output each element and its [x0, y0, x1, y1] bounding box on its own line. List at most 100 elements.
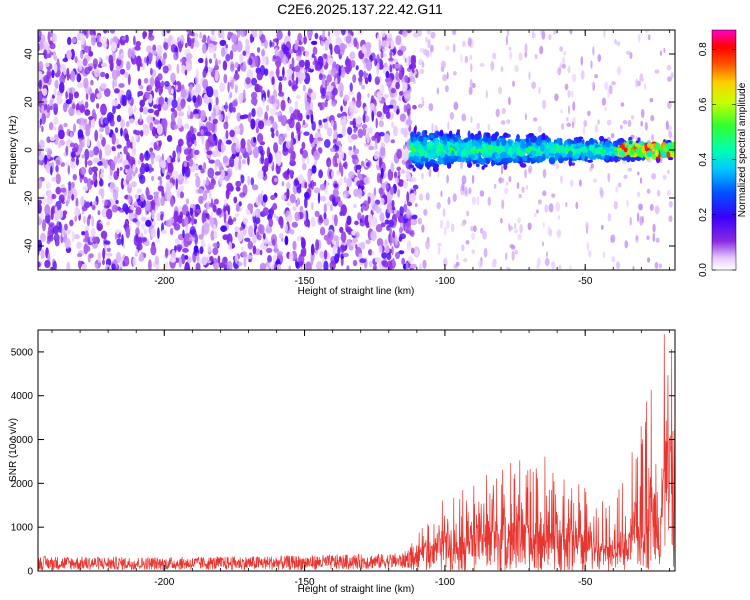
heatmap-cell — [270, 194, 276, 201]
heatmap-cell — [405, 172, 411, 180]
heatmap-cell — [65, 145, 69, 156]
heatmap-cell — [112, 105, 116, 114]
heatmap-cell — [446, 174, 449, 184]
heatmap-cell — [288, 265, 291, 270]
heatmap-cell — [184, 42, 188, 49]
heatmap-cell — [408, 164, 415, 168]
heatmap-cell — [83, 238, 87, 243]
heatmap-cell — [206, 176, 209, 187]
heatmap-cell — [569, 179, 574, 187]
heatmap-cell — [148, 259, 152, 270]
heatmap-cell — [570, 162, 576, 166]
heatmap-cell — [355, 159, 359, 164]
heatmap-cell — [371, 135, 376, 141]
heatmap-cell — [597, 119, 600, 125]
spectrogram-heatmap — [38, 30, 675, 270]
heatmap-cell — [115, 138, 120, 145]
heatmap-cell — [66, 49, 72, 60]
heatmap-cell — [280, 99, 286, 112]
heatmap-cell — [70, 131, 73, 138]
heatmap-cell — [380, 197, 385, 206]
heatmap-cell — [284, 223, 289, 232]
heatmap-cell — [57, 209, 63, 219]
heatmap-cell — [394, 58, 398, 63]
heatmap-cell — [571, 73, 577, 82]
heatmap-cell — [353, 127, 357, 133]
heatmap-cell — [369, 102, 375, 110]
heatmap-cell — [333, 30, 341, 37]
heatmap-cell — [48, 122, 54, 131]
heatmap-cell — [501, 199, 505, 210]
heatmap-cell — [91, 215, 94, 227]
heatmap-cell — [81, 154, 86, 159]
heatmap-cell — [437, 242, 442, 247]
heatmap-cell — [189, 226, 196, 236]
heatmap-cell — [355, 99, 362, 108]
heatmap-cell — [561, 64, 566, 69]
heatmap-cell — [49, 105, 53, 111]
heatmap-cell — [396, 108, 400, 115]
heatmap-cell — [179, 191, 184, 199]
heatmap-cell — [395, 35, 402, 46]
heatmap-cell — [221, 169, 225, 180]
heatmap-cell — [140, 216, 147, 222]
heatmap-cell — [182, 179, 189, 185]
heatmap-cell — [389, 64, 393, 73]
heatmap-cell — [590, 163, 594, 169]
heatmap-cell — [294, 100, 299, 110]
heatmap-cell — [302, 162, 307, 171]
heatmap-cell — [172, 150, 176, 160]
heatmap-cell — [260, 152, 265, 165]
heatmap-cell — [452, 43, 456, 53]
heatmap-cell — [91, 204, 96, 211]
heatmap-cell — [650, 115, 655, 122]
heatmap-cell — [324, 39, 329, 51]
heatmap-cell — [422, 259, 427, 269]
heatmap-cell — [212, 242, 219, 248]
heatmap-cell — [278, 136, 283, 145]
heatmap-cell — [268, 261, 272, 269]
heatmap-cell — [588, 250, 592, 258]
heatmap-cell — [333, 129, 337, 142]
heatmap-cell — [83, 243, 89, 255]
heatmap-cell — [100, 62, 108, 68]
heatmap-cell — [148, 163, 153, 174]
heatmap-cell — [317, 102, 322, 108]
heatmap-cell — [582, 126, 586, 135]
heatmap-cell — [663, 47, 666, 54]
heatmap-cell — [512, 80, 516, 87]
heatmap-cell — [208, 43, 213, 48]
heatmap-cell — [225, 44, 228, 49]
heatmap-cell — [514, 229, 518, 234]
heatmap-cell — [206, 213, 210, 220]
heatmap-cell — [386, 252, 392, 260]
heatmap-cell — [395, 235, 398, 246]
heatmap-cell — [321, 87, 327, 97]
heatmap-cell — [536, 257, 542, 266]
heatmap-cell — [243, 257, 247, 268]
heatmap-cell — [555, 202, 561, 212]
heatmap-cell — [339, 42, 346, 53]
heatmap-cell — [402, 81, 408, 92]
heatmap-cell — [402, 30, 408, 38]
heatmap-cell — [506, 119, 511, 124]
heatmap-cell — [548, 156, 556, 165]
heatmap-cell — [313, 150, 321, 161]
heatmap-cell — [235, 180, 242, 187]
heatmap-cell — [597, 54, 602, 62]
heatmap-cell — [248, 112, 252, 118]
heatmap-cell — [348, 100, 356, 113]
heatmap-cell — [146, 84, 153, 92]
heatmap-cell — [91, 166, 98, 173]
heatmap-cell — [627, 119, 632, 128]
heatmap-cell — [298, 59, 305, 68]
heatmap-cell — [332, 188, 339, 197]
heatmap-cell — [398, 236, 403, 242]
heatmap-cell — [48, 222, 55, 227]
heatmap-cell — [564, 83, 569, 91]
heatmap-cell — [318, 169, 323, 179]
heatmap-cell — [118, 232, 122, 238]
heatmap-cell — [164, 80, 170, 87]
heatmap-cell — [104, 144, 112, 157]
heatmap-cell — [305, 261, 312, 270]
